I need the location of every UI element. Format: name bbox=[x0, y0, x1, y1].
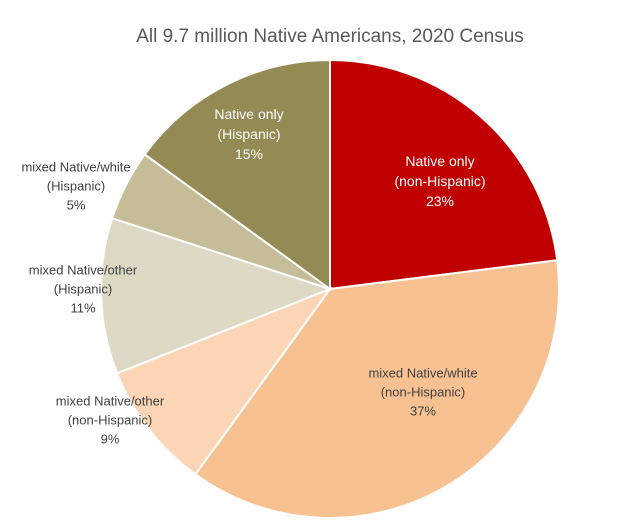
label-line2: (non-Hispanic) bbox=[67, 412, 153, 428]
slice-label-mixed-white-hispanic: mixed Native/white (Hispanic) 5% bbox=[21, 158, 130, 215]
slice-label-native-only-hispanic: Native only (Hispanic) 15% bbox=[214, 104, 283, 164]
chart-title: All 9.7 million Native Americans, 2020 C… bbox=[136, 26, 524, 47]
label-line2: (Hispanic) bbox=[46, 178, 106, 194]
slice-label-mixed-white-non-hispanic: mixed Native/white (non-Hispanic) 37% bbox=[368, 364, 477, 421]
label-line1: Native only bbox=[405, 153, 475, 169]
label-pct: 9% bbox=[100, 431, 120, 447]
label-line2: (non-Hispanic) bbox=[394, 173, 486, 189]
label-pct: 37% bbox=[409, 403, 437, 419]
label-line1: mixed Native/other bbox=[55, 393, 165, 409]
label-line1: Native only bbox=[214, 106, 284, 122]
label-line2: (non-Hispanic) bbox=[380, 384, 466, 400]
label-line2: (Hispanic) bbox=[217, 126, 281, 142]
label-pct: 11% bbox=[70, 300, 96, 316]
slice-label-native-only-non-hispanic: Native only (non-Hispanic) 23% bbox=[394, 151, 485, 211]
label-line2: (Hispanic) bbox=[53, 281, 113, 297]
label-pct: 15% bbox=[234, 146, 264, 162]
pie-slice-3 bbox=[100, 216, 333, 375]
slice-label-mixed-other-hispanic: mixed Native/other (Hispanic) 11% bbox=[29, 261, 137, 318]
pie-slice-5 bbox=[143, 58, 331, 291]
label-pct: 5% bbox=[66, 197, 86, 213]
label-line1: mixed Native/white bbox=[21, 159, 131, 175]
slice-label-mixed-other-non-hispanic: mixed Native/other (non-Hispanic) 9% bbox=[56, 392, 164, 449]
pie-slice-1 bbox=[193, 259, 560, 519]
pie-slice-0 bbox=[329, 58, 559, 291]
pie-slice-2 bbox=[115, 286, 333, 476]
label-line1: mixed Native/other bbox=[28, 262, 138, 278]
label-line1: mixed Native/white bbox=[368, 365, 478, 381]
label-pct: 23% bbox=[425, 193, 455, 209]
